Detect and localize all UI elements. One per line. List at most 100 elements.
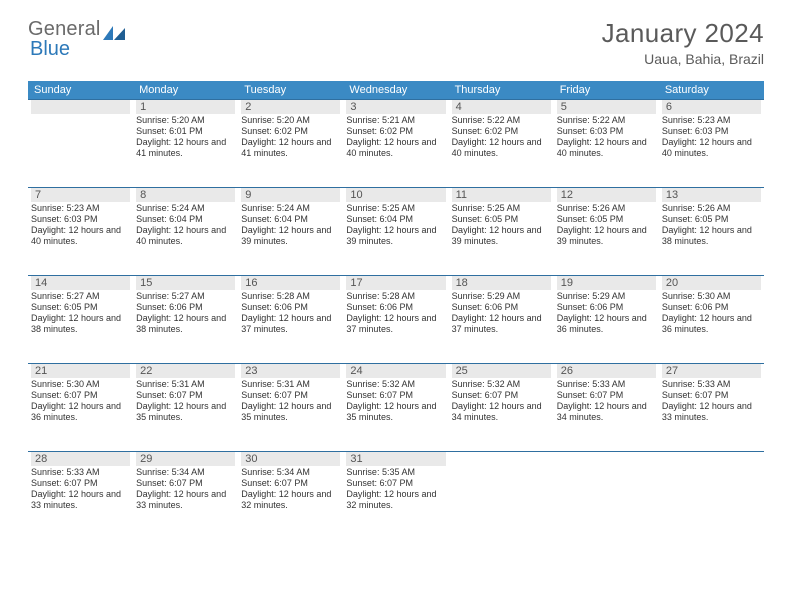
- sunrise-text: Sunrise: 5:29 AM: [557, 291, 656, 302]
- daylight-text: Daylight: 12 hours and 33 minutes.: [136, 489, 235, 511]
- sunrise-text: Sunrise: 5:24 AM: [241, 203, 340, 214]
- calendar-cell: 26Sunrise: 5:33 AMSunset: 6:07 PMDayligh…: [554, 364, 659, 452]
- sunrise-text: Sunrise: 5:25 AM: [452, 203, 551, 214]
- day-number-bar: 25: [452, 364, 551, 378]
- sunrise-text: Sunrise: 5:31 AM: [136, 379, 235, 390]
- daylight-text: Daylight: 12 hours and 40 minutes.: [346, 137, 445, 159]
- weekday-header-row: Sunday Monday Tuesday Wednesday Thursday…: [28, 81, 764, 100]
- day-number-bar: 5: [557, 100, 656, 114]
- sunset-text: Sunset: 6:01 PM: [136, 126, 235, 137]
- daylight-text: Daylight: 12 hours and 32 minutes.: [346, 489, 445, 511]
- calendar-cell: 19Sunrise: 5:29 AMSunset: 6:06 PMDayligh…: [554, 276, 659, 364]
- daylight-text: Daylight: 12 hours and 40 minutes.: [31, 225, 130, 247]
- sunset-text: Sunset: 6:05 PM: [557, 214, 656, 225]
- day-number-bar-blank: [31, 100, 130, 114]
- daylight-text: Daylight: 12 hours and 37 minutes.: [452, 313, 551, 335]
- calendar-row: 14Sunrise: 5:27 AMSunset: 6:05 PMDayligh…: [28, 276, 764, 364]
- sunrise-text: Sunrise: 5:28 AM: [241, 291, 340, 302]
- sunset-text: Sunset: 6:07 PM: [557, 390, 656, 401]
- sunset-text: Sunset: 6:02 PM: [452, 126, 551, 137]
- day-number-bar: 13: [662, 188, 761, 202]
- brand-word-2-wrap: Blue: [30, 38, 70, 61]
- calendar-cell: 13Sunrise: 5:26 AMSunset: 6:05 PMDayligh…: [659, 188, 764, 276]
- sunrise-text: Sunrise: 5:32 AM: [346, 379, 445, 390]
- sunset-text: Sunset: 6:06 PM: [241, 302, 340, 313]
- sunrise-text: Sunrise: 5:23 AM: [662, 115, 761, 126]
- sunrise-text: Sunrise: 5:23 AM: [31, 203, 130, 214]
- sunset-text: Sunset: 6:06 PM: [662, 302, 761, 313]
- daylight-text: Daylight: 12 hours and 39 minutes.: [346, 225, 445, 247]
- calendar-cell: 8Sunrise: 5:24 AMSunset: 6:04 PMDaylight…: [133, 188, 238, 276]
- calendar-cell: 25Sunrise: 5:32 AMSunset: 6:07 PMDayligh…: [449, 364, 554, 452]
- weekday-header: Friday: [554, 81, 659, 100]
- calendar-cell: 15Sunrise: 5:27 AMSunset: 6:06 PMDayligh…: [133, 276, 238, 364]
- day-number-bar: 9: [241, 188, 340, 202]
- sunrise-text: Sunrise: 5:34 AM: [241, 467, 340, 478]
- calendar-page: General January 2024 Uaua, Bahia, Brazil…: [0, 0, 792, 550]
- sunrise-text: Sunrise: 5:25 AM: [346, 203, 445, 214]
- day-number-bar: 22: [136, 364, 235, 378]
- title-block: January 2024 Uaua, Bahia, Brazil: [602, 18, 764, 67]
- day-number-bar: 24: [346, 364, 445, 378]
- calendar-cell: 27Sunrise: 5:33 AMSunset: 6:07 PMDayligh…: [659, 364, 764, 452]
- day-number-bar: 16: [241, 276, 340, 290]
- sunrise-text: Sunrise: 5:35 AM: [346, 467, 445, 478]
- daylight-text: Daylight: 12 hours and 35 minutes.: [346, 401, 445, 423]
- sunrise-text: Sunrise: 5:26 AM: [557, 203, 656, 214]
- weekday-header: Monday: [133, 81, 238, 100]
- sunrise-text: Sunrise: 5:20 AM: [241, 115, 340, 126]
- calendar-cell: 22Sunrise: 5:31 AMSunset: 6:07 PMDayligh…: [133, 364, 238, 452]
- location-subtitle: Uaua, Bahia, Brazil: [602, 51, 764, 67]
- calendar-cell: 29Sunrise: 5:34 AMSunset: 6:07 PMDayligh…: [133, 452, 238, 540]
- weekday-header: Tuesday: [238, 81, 343, 100]
- daylight-text: Daylight: 12 hours and 37 minutes.: [241, 313, 340, 335]
- sunset-text: Sunset: 6:07 PM: [136, 390, 235, 401]
- calendar-cell: 9Sunrise: 5:24 AMSunset: 6:04 PMDaylight…: [238, 188, 343, 276]
- sunrise-text: Sunrise: 5:27 AM: [31, 291, 130, 302]
- sunset-text: Sunset: 6:05 PM: [31, 302, 130, 313]
- sunset-text: Sunset: 6:06 PM: [557, 302, 656, 313]
- calendar-cell: 5Sunrise: 5:22 AMSunset: 6:03 PMDaylight…: [554, 100, 659, 188]
- calendar-cell: 2Sunrise: 5:20 AMSunset: 6:02 PMDaylight…: [238, 100, 343, 188]
- day-number-bar: 23: [241, 364, 340, 378]
- sunrise-text: Sunrise: 5:22 AM: [557, 115, 656, 126]
- day-number-bar: 1: [136, 100, 235, 114]
- calendar-cell: 23Sunrise: 5:31 AMSunset: 6:07 PMDayligh…: [238, 364, 343, 452]
- day-number-bar: 29: [136, 452, 235, 466]
- day-number-bar: 3: [346, 100, 445, 114]
- daylight-text: Daylight: 12 hours and 38 minutes.: [662, 225, 761, 247]
- day-number-bar: 19: [557, 276, 656, 290]
- sunrise-text: Sunrise: 5:21 AM: [346, 115, 445, 126]
- sunset-text: Sunset: 6:07 PM: [31, 478, 130, 489]
- daylight-text: Daylight: 12 hours and 37 minutes.: [346, 313, 445, 335]
- calendar-cell: 16Sunrise: 5:28 AMSunset: 6:06 PMDayligh…: [238, 276, 343, 364]
- daylight-text: Daylight: 12 hours and 35 minutes.: [136, 401, 235, 423]
- sunset-text: Sunset: 6:04 PM: [241, 214, 340, 225]
- daylight-text: Daylight: 12 hours and 40 minutes.: [136, 225, 235, 247]
- daylight-text: Daylight: 12 hours and 38 minutes.: [31, 313, 130, 335]
- day-number-bar: 8: [136, 188, 235, 202]
- brand-word-2: Blue: [30, 38, 70, 60]
- calendar-cell: [449, 452, 554, 540]
- daylight-text: Daylight: 12 hours and 39 minutes.: [557, 225, 656, 247]
- sunset-text: Sunset: 6:06 PM: [136, 302, 235, 313]
- calendar-cell: 10Sunrise: 5:25 AMSunset: 6:04 PMDayligh…: [343, 188, 448, 276]
- weekday-header: Saturday: [659, 81, 764, 100]
- calendar-cell: 3Sunrise: 5:21 AMSunset: 6:02 PMDaylight…: [343, 100, 448, 188]
- sunset-text: Sunset: 6:02 PM: [241, 126, 340, 137]
- daylight-text: Daylight: 12 hours and 39 minutes.: [452, 225, 551, 247]
- day-number-bar: 20: [662, 276, 761, 290]
- day-number-bar: 31: [346, 452, 445, 466]
- daylight-text: Daylight: 12 hours and 36 minutes.: [557, 313, 656, 335]
- daylight-text: Daylight: 12 hours and 34 minutes.: [452, 401, 551, 423]
- sunset-text: Sunset: 6:04 PM: [136, 214, 235, 225]
- day-number-bar: 26: [557, 364, 656, 378]
- weekday-header: Wednesday: [343, 81, 448, 100]
- calendar-cell: 24Sunrise: 5:32 AMSunset: 6:07 PMDayligh…: [343, 364, 448, 452]
- day-number-bar: 21: [31, 364, 130, 378]
- calendar-cell: 31Sunrise: 5:35 AMSunset: 6:07 PMDayligh…: [343, 452, 448, 540]
- sunrise-text: Sunrise: 5:27 AM: [136, 291, 235, 302]
- sunset-text: Sunset: 6:07 PM: [662, 390, 761, 401]
- sunset-text: Sunset: 6:07 PM: [452, 390, 551, 401]
- day-number-bar: 28: [31, 452, 130, 466]
